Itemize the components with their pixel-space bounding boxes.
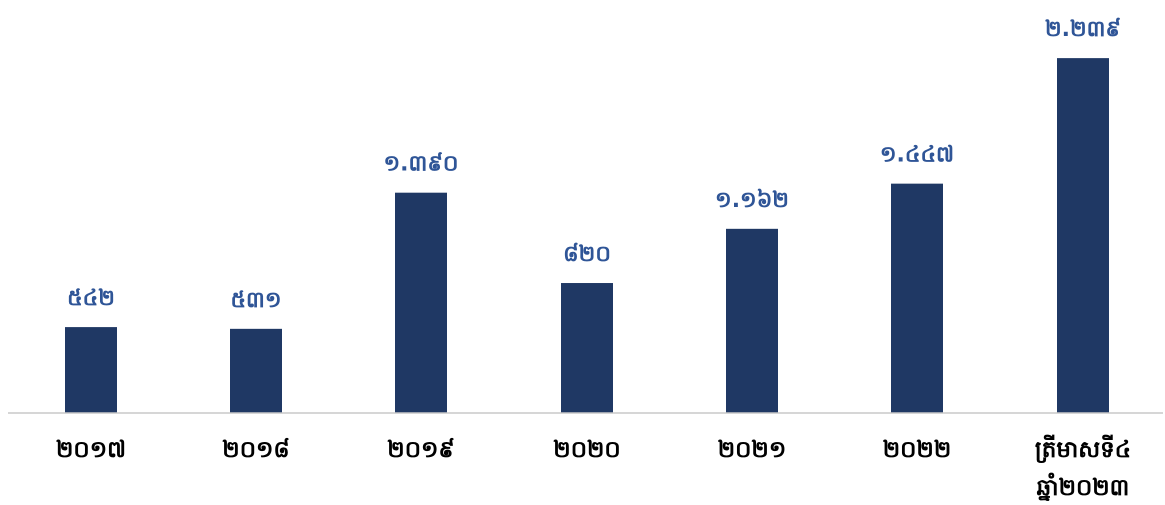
bar-1 xyxy=(230,328,282,413)
bar-5 xyxy=(891,183,943,413)
value-label-2: ១.៣៩០ xyxy=(384,152,459,177)
bars-group xyxy=(65,58,1109,413)
category-label-2: ២០១៩ xyxy=(387,437,454,463)
bar-0 xyxy=(65,327,117,413)
category-label-4: ២០២១ xyxy=(718,437,787,463)
bar-2 xyxy=(395,192,447,413)
value-label-1: ៥៣១ xyxy=(230,288,281,313)
category-label-6-line-1: ឆ្នាំ២០២៣ xyxy=(1037,472,1130,502)
value-label-4: ១.១៦២ xyxy=(715,188,789,213)
category-labels-group: ២០១៧ ២០១៨ ២០១៩ ២០២០ ២០២១ ២០២២ ត្រីមាសទី៤ឆ្នាំ២… xyxy=(56,434,1131,502)
value-label-6: ២.២៣៩ xyxy=(1045,17,1121,42)
category-label-0: ២០១៧ xyxy=(56,437,126,463)
value-label-5: ១.៤៤៧ xyxy=(880,143,954,168)
bar-3 xyxy=(561,283,613,413)
bar-4 xyxy=(726,228,778,413)
bar-6 xyxy=(1057,58,1109,413)
category-label-1: ២០១៨ xyxy=(222,437,289,463)
category-label-3: ២០២០ xyxy=(553,437,620,463)
value-label-0: ៥៤២ xyxy=(67,286,115,311)
category-label-6-line-0: ត្រីមាសទី៤ xyxy=(1035,434,1131,464)
category-label-5: ២០២២ xyxy=(883,437,952,463)
value-label-3: ៨២០ xyxy=(563,242,611,267)
